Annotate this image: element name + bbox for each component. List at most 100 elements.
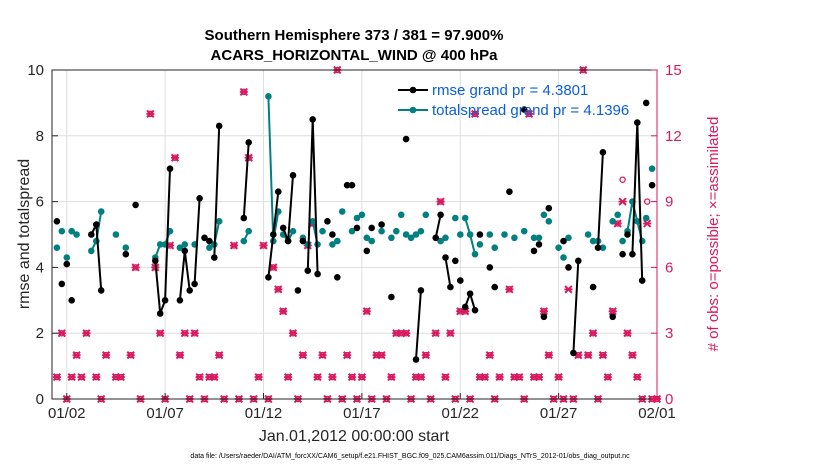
totalspread-point <box>491 244 499 251</box>
y-axis-label-left: rmse and totalspread <box>16 159 33 309</box>
y-tick-label: 10 <box>27 62 44 79</box>
rmse-point <box>284 237 292 245</box>
rmse-point <box>186 287 193 294</box>
rmse-line-segment <box>415 290 422 360</box>
obs-assimilated-marker <box>377 351 386 360</box>
rmse-point <box>334 274 341 281</box>
rmse-point <box>152 257 159 265</box>
rmse-point <box>609 313 616 321</box>
rmse-point <box>466 290 474 298</box>
obs-assimilated-marker <box>210 372 219 382</box>
x-tick-label: 01/27 <box>540 405 578 422</box>
chart-title-line2: ACARS_HORIZONTAL_WIND @ 400 hPa <box>211 47 499 64</box>
totalspread-point <box>240 237 248 245</box>
x-tick-label: 02/01 <box>638 405 676 422</box>
obs-assimilated-marker <box>485 351 494 360</box>
totalspread-point <box>614 211 621 219</box>
obs-assimilated-marker <box>446 329 455 338</box>
obs-assimilated-marker <box>343 351 352 360</box>
rmse-line-segment <box>572 260 580 353</box>
rmse-point <box>309 116 317 123</box>
obs-assimilated-marker <box>436 197 445 206</box>
x-tick-label: 01/02 <box>48 405 86 422</box>
totalspread-point <box>412 231 420 238</box>
axis-ticks: 01/02 01/07 01/12 01/17 01/22 01/27 02/0102468… <box>27 62 681 422</box>
obs-assimilated-marker <box>544 351 553 360</box>
rmse-point <box>457 277 464 284</box>
obs-assimilated-marker <box>92 372 101 382</box>
obs-assimilated-marker <box>190 329 199 338</box>
rmse-point <box>58 280 66 288</box>
x-tick-label: 01/22 <box>441 405 479 422</box>
obs-assimilated-marker <box>170 153 180 162</box>
obs-assimilated-marker <box>495 372 504 382</box>
obs-assimilated-marker <box>441 372 450 382</box>
x-axis-label: Jan.01,2012 00:00:00 start <box>259 428 450 445</box>
rmse-point <box>324 218 331 225</box>
totalspread-point <box>457 231 464 238</box>
rmse-point <box>343 181 351 189</box>
rmse-point <box>629 250 636 258</box>
totalspread-point <box>422 211 430 219</box>
rmse-point <box>619 250 626 258</box>
totalspread-point <box>265 93 272 100</box>
rmse-point <box>181 247 189 255</box>
obs-assimilated-marker <box>618 197 627 206</box>
rmse-point <box>447 283 454 291</box>
totalspread-point <box>511 234 518 242</box>
rmse-point <box>201 234 208 242</box>
obs-assimilated-marker <box>387 372 396 382</box>
rmse-point <box>520 106 528 113</box>
totalspread-point <box>338 208 346 215</box>
obs-assimilated-marker <box>416 372 426 382</box>
obs-assimilated-marker <box>259 241 268 250</box>
totalspread-point <box>535 234 543 242</box>
y-right-tick-label: 9 <box>665 194 673 211</box>
obs-assimilated-marker <box>146 109 155 118</box>
rmse-point <box>575 257 582 265</box>
totalspread-point <box>319 227 326 235</box>
rmse-point <box>215 122 223 130</box>
totalspread-point <box>176 244 184 251</box>
obs-assimilated-marker <box>229 241 239 250</box>
rmse-point <box>638 277 646 284</box>
totalspread-point <box>565 234 572 242</box>
rmse-point <box>432 234 440 242</box>
rmse-point <box>589 283 597 291</box>
totalspread-point <box>206 244 213 251</box>
totalspread-point <box>466 231 474 238</box>
totalspread-point <box>530 234 538 242</box>
obs-assimilated-marker <box>554 372 563 382</box>
totalspread-point <box>417 227 425 235</box>
rmse-point <box>402 135 410 143</box>
rmse-point <box>299 237 307 245</box>
obs-possible-marker <box>643 198 651 205</box>
obs-assimilated-marker <box>254 372 263 382</box>
x-tick-label: 01/12 <box>245 405 283 422</box>
rmse-point <box>452 257 459 265</box>
rmse-point <box>437 211 444 219</box>
obs-assimilated-marker <box>628 351 637 360</box>
obs-assimilated-marker <box>539 307 548 316</box>
plot-area <box>52 70 657 399</box>
obs-assimilated-marker <box>195 372 204 382</box>
obs-assimilated-marker <box>515 372 524 382</box>
rmse-point <box>93 221 100 228</box>
rmse-point <box>161 297 169 304</box>
totalspread-point <box>388 234 395 242</box>
obs-assimilated-marker <box>633 372 642 382</box>
rmse-point <box>648 181 656 189</box>
rmse-point <box>412 356 420 363</box>
obs-assimilated-marker <box>52 372 62 382</box>
rmse-point <box>63 260 71 268</box>
obs-assimilated-marker <box>57 329 66 338</box>
rmse-point <box>388 293 395 301</box>
rmse-point <box>624 231 631 238</box>
obs-assimilated-marker <box>126 351 135 360</box>
obs-assimilated-marker <box>67 372 76 382</box>
rmse-point <box>265 274 272 281</box>
y-right-tick-label: 15 <box>665 62 682 79</box>
obs-assimilated-marker <box>534 372 544 382</box>
totalspread-point <box>215 218 223 225</box>
